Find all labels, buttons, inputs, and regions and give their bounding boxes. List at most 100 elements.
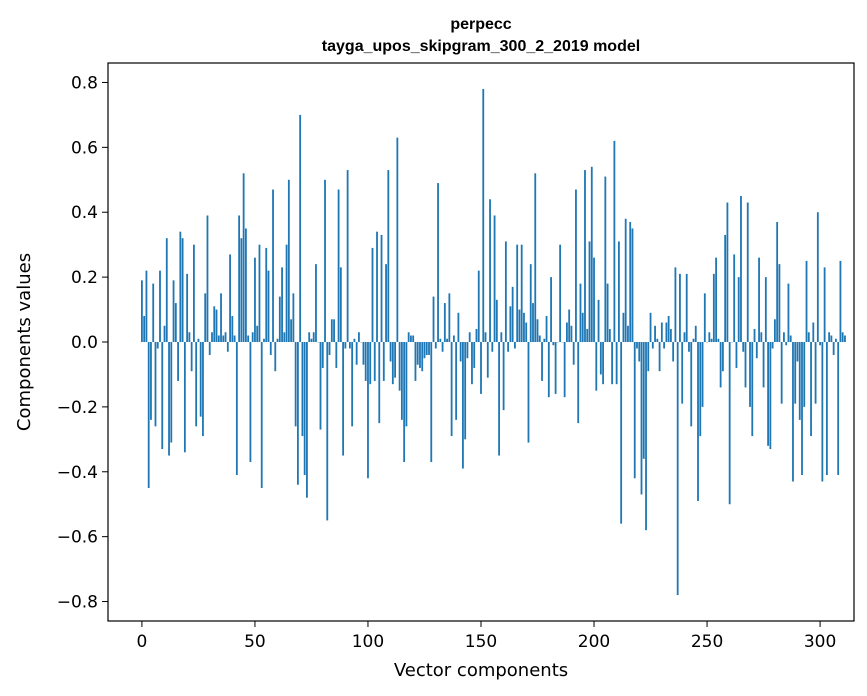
bar-125 xyxy=(423,342,426,359)
bar-219 xyxy=(636,342,638,349)
bar-68 xyxy=(294,342,297,427)
bar-213 xyxy=(622,312,625,342)
bar-3 xyxy=(147,342,150,488)
bar-278 xyxy=(769,342,772,450)
bar-95 xyxy=(355,342,358,365)
bar-273 xyxy=(758,257,760,342)
bar-126 xyxy=(425,342,428,355)
ticks-layer: 0 50 100 150 200 250 300 −0.8 −0.6 −0.4 −0.2 0.0 0.2… xyxy=(57,73,837,652)
bar-258 xyxy=(724,234,727,342)
bar-187 xyxy=(563,342,566,398)
bar-74 xyxy=(308,332,311,342)
bar-181 xyxy=(550,277,552,342)
bar-185 xyxy=(559,244,562,342)
x-tick-label-1: 50 xyxy=(244,632,266,652)
bar-183 xyxy=(554,342,557,394)
bar-28 xyxy=(204,293,207,342)
bar-301 xyxy=(821,342,824,482)
bar-303 xyxy=(825,342,828,476)
bar-265 xyxy=(740,196,742,342)
bar-290 xyxy=(796,342,799,362)
bar-221 xyxy=(640,342,643,495)
bar-191 xyxy=(572,342,575,365)
bar-236 xyxy=(674,267,677,342)
bar-64 xyxy=(285,244,288,342)
bar-136 xyxy=(448,293,451,342)
bar-93 xyxy=(351,342,354,427)
x-tick-label-0: 0 xyxy=(136,632,147,652)
bar-251 xyxy=(708,332,711,342)
bar-92 xyxy=(348,342,351,349)
bar-7 xyxy=(156,342,159,349)
bar-241 xyxy=(685,273,688,342)
bar-306 xyxy=(832,342,835,355)
bar-239 xyxy=(681,342,684,404)
bar-197 xyxy=(586,329,589,342)
bar-117 xyxy=(405,342,408,427)
bar-88 xyxy=(339,267,342,342)
bar-108 xyxy=(385,264,387,342)
bar-162 xyxy=(507,342,510,352)
bar-305 xyxy=(830,335,833,342)
bar-18 xyxy=(181,238,184,342)
bar-135 xyxy=(446,338,448,342)
bar-164 xyxy=(511,286,514,342)
bar-121 xyxy=(414,342,417,381)
bar-168 xyxy=(520,244,523,342)
bar-193 xyxy=(577,342,580,424)
bar-272 xyxy=(755,342,758,359)
bar-179 xyxy=(545,316,548,342)
bar-156 xyxy=(493,215,496,342)
y-tick-label-3: −0.2 xyxy=(57,398,98,418)
bar-254 xyxy=(715,257,718,342)
bar-220 xyxy=(638,342,641,362)
bar-27 xyxy=(202,342,204,437)
bar-38 xyxy=(226,342,229,352)
bar-12 xyxy=(168,342,170,456)
bar-178 xyxy=(543,338,546,342)
bar-222 xyxy=(642,342,645,459)
bar-296 xyxy=(810,342,812,437)
bar-137 xyxy=(450,342,453,437)
bar-133 xyxy=(441,342,444,352)
bar-287 xyxy=(789,335,792,342)
bar-214 xyxy=(624,218,627,342)
bar-170 xyxy=(525,322,528,342)
bar-308 xyxy=(837,342,840,476)
bar-246 xyxy=(697,342,699,501)
bar-282 xyxy=(778,264,781,342)
bar-255 xyxy=(717,338,720,342)
bar-294 xyxy=(805,260,808,342)
bar-158 xyxy=(498,342,500,456)
bar-70 xyxy=(299,114,302,342)
x-tick-label-3: 150 xyxy=(465,632,497,652)
bar-124 xyxy=(421,342,424,372)
bar-48 xyxy=(249,342,252,463)
bar-188 xyxy=(566,322,568,342)
bar-288 xyxy=(792,342,794,482)
bar-32 xyxy=(213,306,216,342)
y-tick-label-7: 0.6 xyxy=(71,138,98,158)
bar-277 xyxy=(767,342,769,446)
bar-275 xyxy=(762,342,765,388)
bar-247 xyxy=(699,342,702,437)
bar-24 xyxy=(195,342,198,427)
bar-285 xyxy=(785,342,788,346)
bar-249 xyxy=(703,293,706,342)
bar-140 xyxy=(457,312,460,342)
bar-286 xyxy=(787,283,790,342)
bar-30 xyxy=(208,342,211,355)
bar-91 xyxy=(346,170,349,342)
bar-160 xyxy=(502,342,505,411)
x-tick-label-4: 200 xyxy=(578,632,610,652)
bar-264 xyxy=(737,277,740,342)
bar-13 xyxy=(170,342,173,443)
bar-1 xyxy=(143,316,146,342)
bar-62 xyxy=(281,267,283,342)
chart-title: perpecc xyxy=(450,16,511,33)
bar-46 xyxy=(244,228,247,342)
bar-210 xyxy=(615,342,618,385)
bar-194 xyxy=(579,283,582,342)
bar-225 xyxy=(649,312,652,342)
